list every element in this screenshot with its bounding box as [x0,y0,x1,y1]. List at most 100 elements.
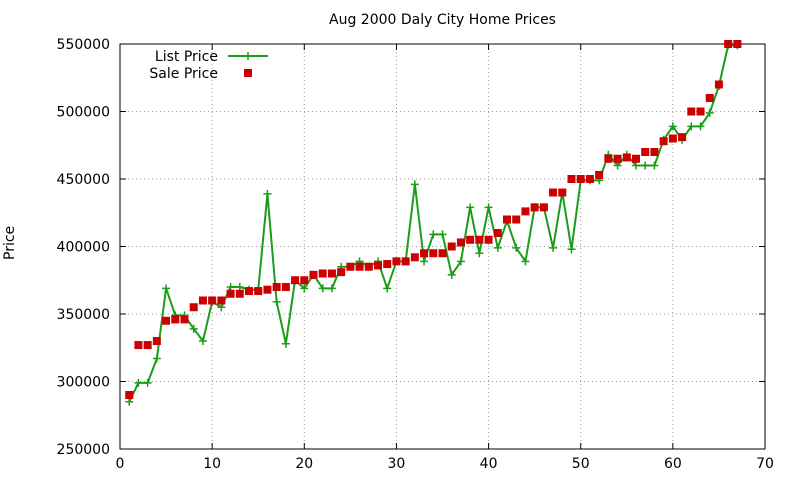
sale-price-point [549,188,558,197]
list-price-point [475,249,484,258]
list-price-point [198,337,207,345]
sale-price-point [245,287,253,296]
sale-price-point [162,316,171,325]
list-price-point [456,257,465,266]
sale-price-point [493,229,502,237]
sale-price-point [272,283,281,291]
sale-price-point [401,257,410,266]
sale-price-point [576,175,585,183]
sale-price-point [503,215,511,224]
sale-price-point [530,203,539,212]
sale-price-point [678,133,687,142]
y-tick-label: 250000 [57,442,110,458]
list-price-point [512,243,521,252]
sale-price-point [143,341,152,350]
x-tick-label: 20 [295,456,313,472]
sale-price-point [567,175,576,183]
x-tick-label: 30 [388,456,406,472]
list-price-point [318,284,327,293]
list-price-point [438,230,447,239]
list-price-point [650,161,659,170]
sale-price-point [429,249,438,258]
list-price-point [466,203,475,212]
sale-price-point [687,107,696,116]
list-price-point [134,378,143,387]
sale-price-point [180,315,189,324]
list-price-point [493,243,502,252]
x-tick-label: 10 [203,456,221,472]
y-tick-label: 300000 [57,375,110,391]
sale-price-point [604,154,613,163]
sale-price-point [668,134,677,143]
list-price-point [300,284,309,293]
sale-price-point [466,235,475,244]
sale-price-point [659,137,668,146]
y-tick-label: 500000 [57,105,110,121]
x-tick-label: 50 [572,456,590,472]
grid [120,44,765,449]
y-tick-label: 400000 [57,240,110,256]
list-price-point [235,283,244,291]
sale-price-point [641,148,650,156]
list-price-point [567,245,576,254]
list-price-point [521,257,530,266]
list-price-point [549,243,558,252]
axes [119,43,766,450]
sale-price-point [327,269,336,278]
y-tick-label: 550000 [57,37,110,53]
sale-price-point [346,262,355,271]
sale-price-point [337,268,346,277]
sale-price-point [291,276,300,285]
sale-price-point [475,235,484,244]
list-price-point [687,122,696,131]
sale-price-point [392,257,401,266]
sale-price-point [152,337,161,345]
sale-price-point [724,40,733,48]
list-price-point [143,378,152,387]
sale-price-point [198,296,207,305]
list-price-point [668,122,677,131]
sale-price-point [217,296,226,305]
sale-price-point [235,289,244,298]
legend-marker-list-price [244,52,252,60]
sale-price-point [226,289,235,298]
sale-price-point [558,188,567,197]
sale-price-point [733,40,742,48]
list-price-point [484,203,493,212]
x-tick-label: 0 [116,456,125,472]
list-price-point [420,257,429,266]
sale-price-point [355,262,364,271]
sale-price-point [383,260,392,269]
x-tick-label: 60 [664,456,682,472]
x-tick-label: 40 [480,456,498,472]
sale-price-point [521,207,530,216]
list-price-point [410,180,419,189]
sale-price-point [622,153,631,162]
sale-price-point [189,303,198,312]
list-price-point [447,270,456,279]
sale-price-point [539,203,548,212]
sale-price-point [650,148,659,156]
sale-price-point [208,296,217,305]
list-price-line [128,44,738,403]
sale-price-point [374,261,382,270]
y-tick-label: 450000 [57,172,110,188]
list-price-point [327,284,336,293]
y-tick-label: 350000 [57,307,110,323]
sale-price-point [364,262,373,271]
list-price-point [272,297,281,306]
sale-price-point [456,238,465,247]
legend-label-list-price: List Price [155,49,218,65]
series-layer [125,40,742,406]
sale-price-point [585,175,594,183]
sale-price-point [410,253,419,262]
list-price-point [152,354,161,363]
sale-price-point [125,391,134,399]
sale-price-point [696,107,705,116]
list-price-point [632,161,640,170]
sale-price-point [595,170,604,179]
sale-price-point [134,341,143,350]
list-price-point [125,397,134,406]
